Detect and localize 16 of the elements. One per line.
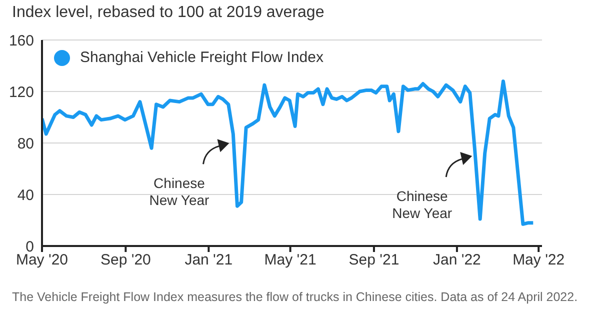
y-tick-label: 120	[8, 84, 34, 101]
annotation: Chinese New Year	[149, 175, 210, 208]
y-tick-label: 160	[8, 32, 34, 50]
y-tick-label: 80	[17, 135, 34, 152]
x-tick-label: Sep '21	[348, 252, 400, 269]
line-series	[42, 79, 535, 226]
x-tick-label: Jan '22	[433, 252, 481, 269]
x-tick-label: May '22	[512, 252, 565, 269]
annotation: Chinese New Year	[392, 188, 452, 221]
legend-label: Shanghai Vehicle Freight Flow Index	[79, 49, 324, 66]
x-tick-label: Sep '20	[100, 252, 151, 269]
chart-title: Index level, rebased to 100 at 2019 average	[12, 4, 324, 22]
text: The Vehicle Freight Flow Index measures the flow of trucks in Chinese cities. Data as of 24 April 2022.	[12, 289, 579, 306]
y-tick-label: 40	[17, 186, 34, 204]
x-tick-label: Jan '21	[184, 252, 233, 269]
x-tick-label: May '21	[264, 252, 316, 269]
